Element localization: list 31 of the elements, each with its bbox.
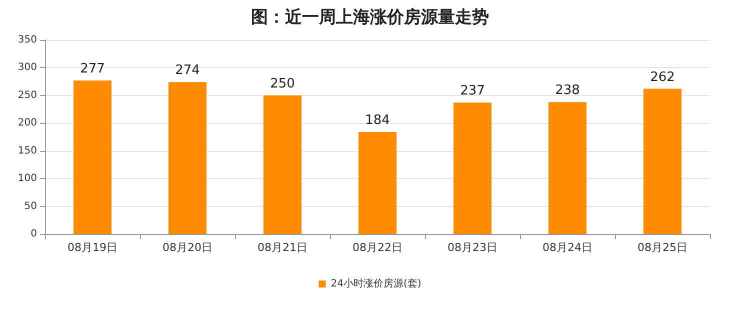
- chart-title: 图：近一周上海涨价房源量走势: [251, 8, 489, 28]
- x-tick-label: 08月22日: [352, 241, 402, 254]
- bar: [548, 102, 586, 234]
- x-tick-label: 08月20日: [162, 241, 212, 254]
- bar: [264, 95, 302, 234]
- y-tick-label: 100: [18, 173, 37, 184]
- data-label: 250: [270, 76, 295, 92]
- data-label: 274: [175, 63, 200, 78]
- x-tick-label: 08月24日: [542, 241, 592, 254]
- data-label: 262: [650, 70, 675, 85]
- bar: [168, 82, 206, 234]
- data-label: 184: [365, 113, 390, 128]
- legend-label: 24小时涨价房源(套): [330, 278, 422, 290]
- data-label: 238: [555, 83, 580, 98]
- y-tick-label: 250: [18, 90, 37, 101]
- y-tick-label: 0: [30, 228, 37, 240]
- x-tick-label: 08月19日: [68, 241, 118, 254]
- bar: [358, 132, 396, 234]
- y-tick-label: 300: [18, 62, 37, 74]
- bar: [454, 102, 492, 234]
- x-tick-label: 08月21日: [258, 241, 308, 254]
- data-label: 237: [460, 84, 485, 99]
- y-tick-label: 350: [18, 34, 37, 46]
- y-tick-label: 150: [18, 145, 37, 156]
- x-tick-label: 08月25日: [638, 241, 688, 254]
- bar: [74, 80, 112, 234]
- bar: [644, 88, 682, 234]
- y-tick-label: 200: [18, 118, 37, 129]
- y-tick-label: 50: [24, 200, 37, 212]
- data-label: 277: [80, 61, 105, 76]
- x-tick-label: 08月23日: [448, 241, 498, 254]
